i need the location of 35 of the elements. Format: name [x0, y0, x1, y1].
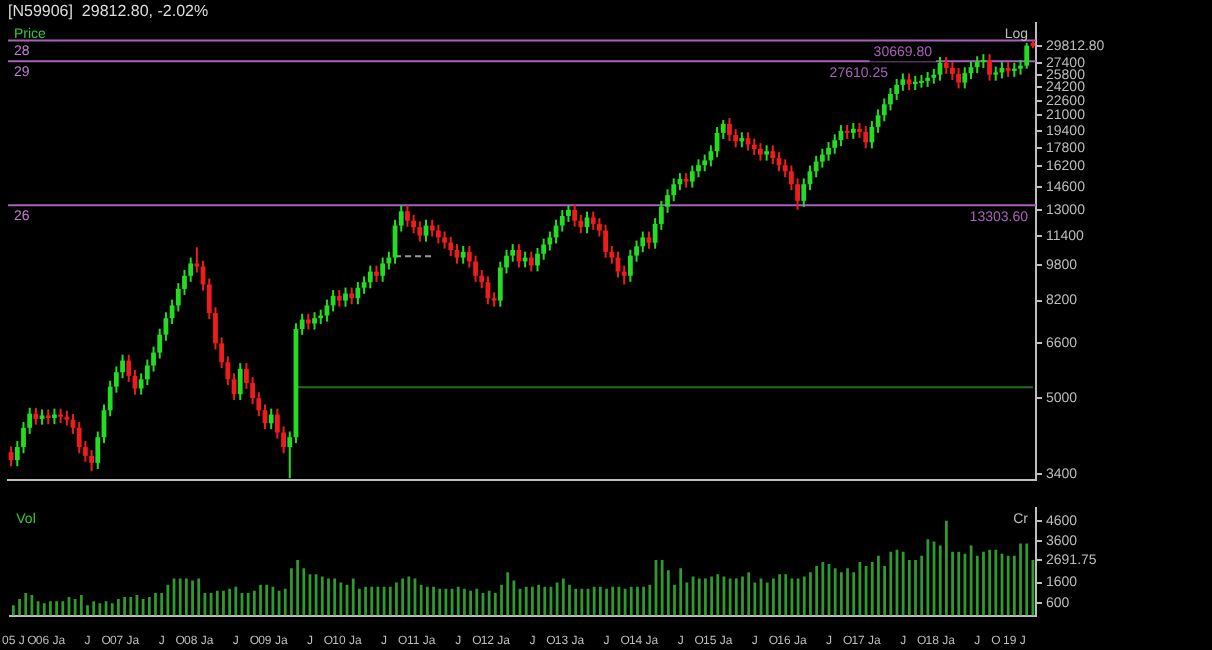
candlestick: [572, 202, 578, 228]
candlestick: [689, 164, 695, 189]
candlestick: [590, 210, 596, 231]
candlestick: [863, 125, 869, 150]
candlestick: [76, 420, 82, 455]
candlestick: [343, 286, 348, 308]
candlestick: [956, 67, 961, 90]
candlestick: [640, 230, 646, 254]
candlestick: [380, 256, 386, 283]
candlestick: [962, 66, 968, 90]
candlestick: [355, 281, 361, 306]
candlestick: [528, 250, 534, 273]
candlestick: [987, 53, 992, 82]
candlestick: [770, 144, 776, 166]
candlestick: [367, 264, 373, 290]
candlestick: [1024, 41, 1030, 70]
candlestick: [745, 131, 751, 152]
candlestick: [826, 141, 831, 162]
candlestick: [727, 117, 732, 142]
candlestick: [268, 407, 274, 431]
chart-title: [N59906] 29812.80, -2.02%: [8, 2, 209, 21]
candlestick: [473, 254, 478, 283]
candlestick: [89, 449, 94, 473]
candlestick: [603, 223, 608, 259]
candlestick: [237, 362, 243, 402]
candlestick: [324, 298, 330, 323]
candlestick: [832, 133, 838, 155]
candlestick: [627, 248, 633, 283]
candlestick: [535, 246, 540, 273]
candlestick: [417, 220, 423, 243]
candlestick: [819, 147, 825, 169]
candlestick: [411, 213, 417, 235]
candlestick: [436, 223, 441, 245]
candlestick: [448, 235, 454, 258]
candlestick: [405, 204, 410, 228]
